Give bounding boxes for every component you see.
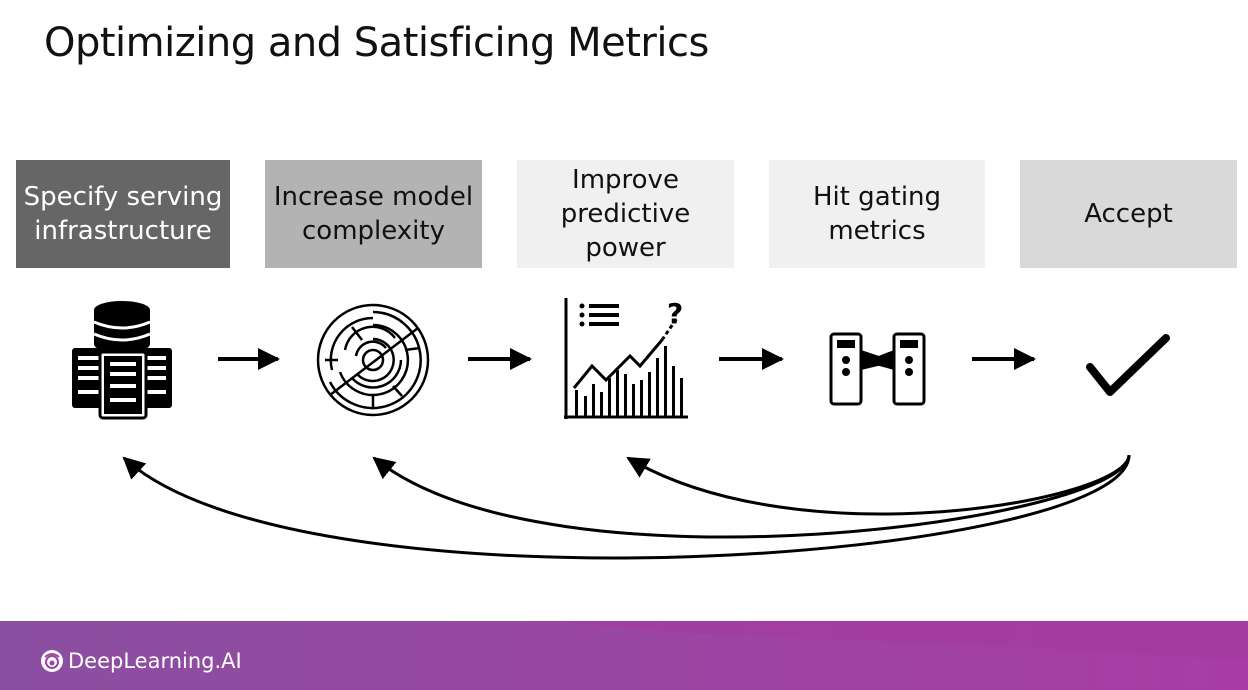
feedback-arrow-to-infrastructure [122,454,1131,560]
step-accept: Accept [1020,160,1237,268]
step-specify-serving-infrastructure: Specify serving infrastructure [16,160,230,268]
slide-title: Optimizing and Satisficing Metrics [44,20,709,66]
footer-bar [0,621,1248,690]
maze-icon [316,303,430,417]
step-hit-gating-metrics: Hit gating metrics [769,160,985,268]
question-mark: ? [667,297,683,330]
step-improve-predictive-power: Improve predictive power [517,160,734,268]
footer-wave [560,621,1248,661]
turnstile-gate-icon [829,332,926,406]
deeplearning-logo-icon [41,650,63,672]
checkmark-icon [1086,334,1170,396]
growth-chart-icon: ? [564,297,688,419]
step-increase-model-complexity: Increase model complexity [265,160,482,268]
server-stack-icon [72,301,172,420]
flow-diagram: ? [72,297,1170,560]
brand: DeepLearning.AI [40,649,242,673]
feedback-arrow-to-improve [626,454,1131,516]
feedback-arrow-to-complexity [372,454,1131,539]
brand-name: DeepLearning.AI [68,649,242,673]
